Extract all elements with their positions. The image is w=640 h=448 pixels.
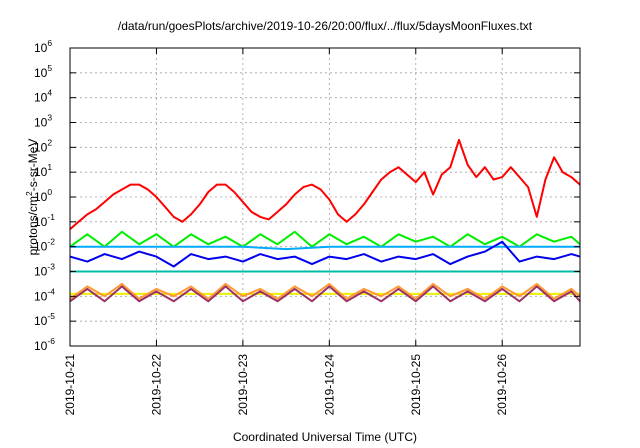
x-tick-label: 2019-10-25 <box>409 354 423 416</box>
y-tick-exponent: 4 <box>47 88 52 98</box>
y-tick-exponent: -1 <box>47 212 55 222</box>
x-axis-ticks: 2019-10-21 2019-10-22 2019-10-23 2019-10-24… <box>63 48 509 415</box>
y-axis-label-main: protons/cm <box>26 196 40 255</box>
y-tick-exponent: -2 <box>47 237 55 247</box>
data-series <box>69 138 581 303</box>
y-axis-label: protons/cm2-s-sr-MeV <box>24 139 40 256</box>
y-tick-label: 104 <box>34 88 52 105</box>
y-tick-label: 105 <box>34 63 52 80</box>
y-tick-base: 10 <box>34 41 48 55</box>
y-tick-base: 10 <box>34 314 48 328</box>
y-tick-exponent: -4 <box>47 286 55 296</box>
y-tick-base: 10 <box>34 215 48 229</box>
y-tick-label: 102 <box>34 137 52 154</box>
y-tick-label: 10-6 <box>34 336 55 353</box>
grid <box>70 48 580 346</box>
y-tick-exponent: -6 <box>47 336 55 346</box>
y-tick-exponent: 2 <box>47 137 52 147</box>
x-tick-label: 2019-10-23 <box>236 354 250 416</box>
y-tick-base: 10 <box>34 190 48 204</box>
series-line-7 <box>69 282 581 300</box>
y-axis-label-tail: -s-sr-MeV <box>26 139 40 192</box>
y-tick-label: 103 <box>34 113 52 130</box>
y-tick-label: 10-4 <box>34 286 55 303</box>
y-axis-ticks: 10610510410310210110010-110-210-310-410-… <box>34 38 580 353</box>
y-axis-label-sup: 2 <box>24 191 34 196</box>
y-tick-exponent: 1 <box>47 162 52 172</box>
series-line-8 <box>69 285 581 303</box>
y-tick-exponent: 5 <box>47 63 52 73</box>
x-tick-label: 2019-10-22 <box>149 354 163 416</box>
chart-title: /data/run/goesPlots/archive/2019-10-26/2… <box>118 19 533 33</box>
y-tick-base: 10 <box>34 240 48 254</box>
series-line-4 <box>69 240 581 268</box>
y-tick-base: 10 <box>34 265 48 279</box>
y-tick-base: 10 <box>34 140 48 154</box>
y-tick-exponent: 6 <box>47 38 52 48</box>
y-tick-base: 10 <box>34 66 48 80</box>
x-tick-label: 2019-10-24 <box>322 354 336 416</box>
y-tick-exponent: -5 <box>47 311 55 321</box>
y-tick-exponent: 3 <box>47 113 52 123</box>
y-tick-exponent: 0 <box>47 187 52 197</box>
y-tick-label: 10-5 <box>34 311 55 328</box>
y-tick-label: 106 <box>34 38 52 55</box>
x-tick-label: 2019-10-21 <box>63 354 77 416</box>
y-tick-label: 10-3 <box>34 262 55 279</box>
y-tick-base: 10 <box>34 116 48 130</box>
y-tick-label: 10-2 <box>34 237 55 254</box>
series-line-2 <box>69 230 581 248</box>
y-tick-base: 10 <box>34 91 48 105</box>
y-tick-base: 10 <box>34 339 48 353</box>
y-tick-base: 10 <box>34 289 48 303</box>
y-tick-label: 101 <box>34 162 52 179</box>
series-line-3 <box>70 245 580 251</box>
y-tick-label: 100 <box>34 187 52 204</box>
x-axis-label: Coordinated Universal Time (UTC) <box>233 430 417 444</box>
y-tick-base: 10 <box>34 165 48 179</box>
series-line-1 <box>69 138 581 231</box>
y-tick-exponent: -3 <box>47 262 55 272</box>
x-tick-label: 2019-10-26 <box>495 354 509 416</box>
y-tick-label: 10-1 <box>34 212 55 229</box>
